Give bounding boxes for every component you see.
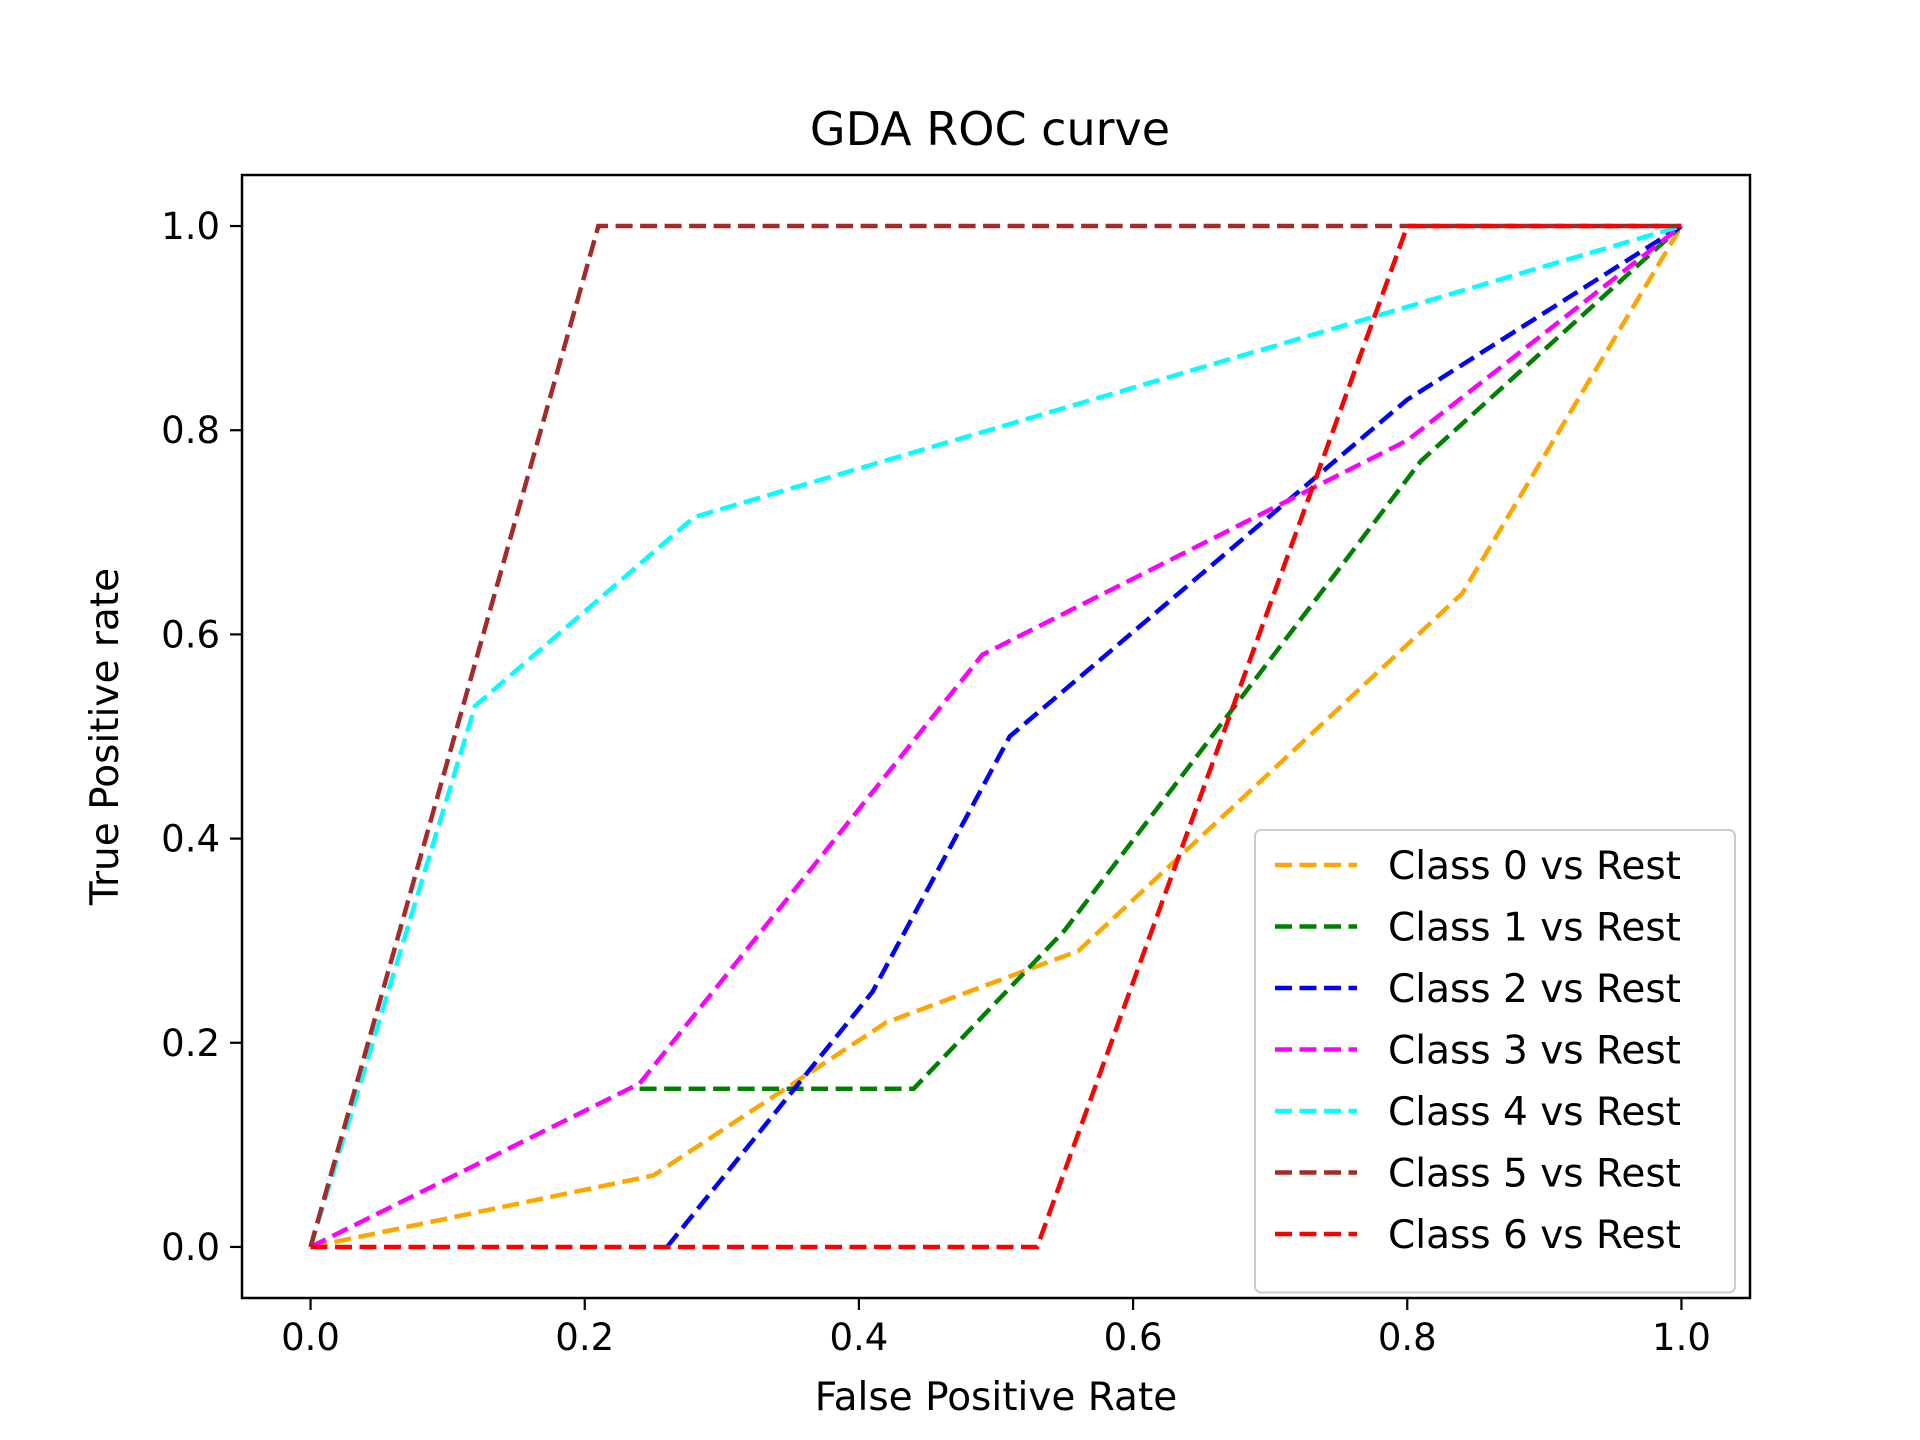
series-line-class-3 [309,224,1683,1250]
series-line-class-2 [665,224,1683,1249]
series-line-class-4 [308,223,1683,1248]
legend: Class 0 vs Rest Class 1 vs Rest Class 2 vs… [1254,829,1736,1294]
legend-label-class-5: Class 5 vs Rest [1388,1152,1681,1197]
y-tick-label: 1.0 [161,205,220,248]
x-axis: 0.0 0.2 0.4 0.6 0.8 1.0 [281,1298,1711,1359]
x-tick-label: 0.2 [555,1316,614,1359]
legend-label-class-4: Class 4 vs Rest [1388,1090,1681,1135]
x-tick-label: 0.0 [281,1316,340,1359]
chart-title: GDA ROC curve [810,102,1170,156]
y-tick-label: 0.8 [161,409,220,452]
y-tick-label: 0.0 [161,1226,220,1269]
y-tick-label: 0.2 [161,1022,220,1065]
y-tick-label: 0.6 [161,613,220,656]
legend-label-class-0: Class 0 vs Rest [1388,844,1681,889]
x-tick-label: 0.8 [1378,1316,1437,1359]
x-tick-label: 1.0 [1652,1316,1711,1359]
y-axis-label: True Positive rate [83,568,128,906]
y-tick-label: 0.4 [161,818,220,861]
series-line-class-1 [639,224,1684,1091]
series-line-class-6 [310,223,1682,1250]
x-axis-label: False Positive Rate [815,1375,1177,1420]
series-line-class-5 [308,223,1682,1248]
x-tick-label: 0.4 [829,1316,888,1359]
legend-label-class-1: Class 1 vs Rest [1388,906,1681,951]
legend-label-class-2: Class 2 vs Rest [1388,967,1681,1012]
series-line-class-0 [310,224,1684,1250]
x-tick-label: 0.6 [1104,1316,1163,1359]
plot-frame [240,173,1752,1300]
series-layer [308,223,1684,1250]
legend-label-class-6: Class 6 vs Rest [1388,1213,1681,1258]
legend-box [1254,829,1736,1294]
y-axis: 0.0 0.2 0.4 0.6 0.8 1.0 [161,205,242,1269]
legend-label-class-3: Class 3 vs Rest [1388,1029,1681,1074]
